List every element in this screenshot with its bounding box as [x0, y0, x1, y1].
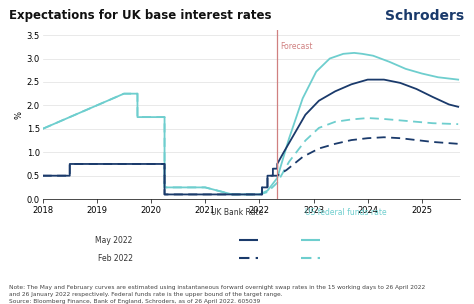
Text: Note: The May and February curves are estimated using instantaneous forward over: Note: The May and February curves are es…: [9, 285, 426, 304]
Text: Schroders: Schroders: [385, 9, 465, 23]
Text: Expectations for UK base interest rates: Expectations for UK base interest rates: [9, 9, 272, 22]
Text: May 2022: May 2022: [95, 236, 133, 245]
Text: Feb 2022: Feb 2022: [98, 254, 133, 263]
Text: US federal funds rate: US federal funds rate: [305, 208, 387, 217]
Text: Forecast: Forecast: [280, 42, 312, 51]
Text: UK Bank Rate: UK Bank Rate: [211, 208, 263, 217]
Y-axis label: %: %: [15, 111, 24, 119]
